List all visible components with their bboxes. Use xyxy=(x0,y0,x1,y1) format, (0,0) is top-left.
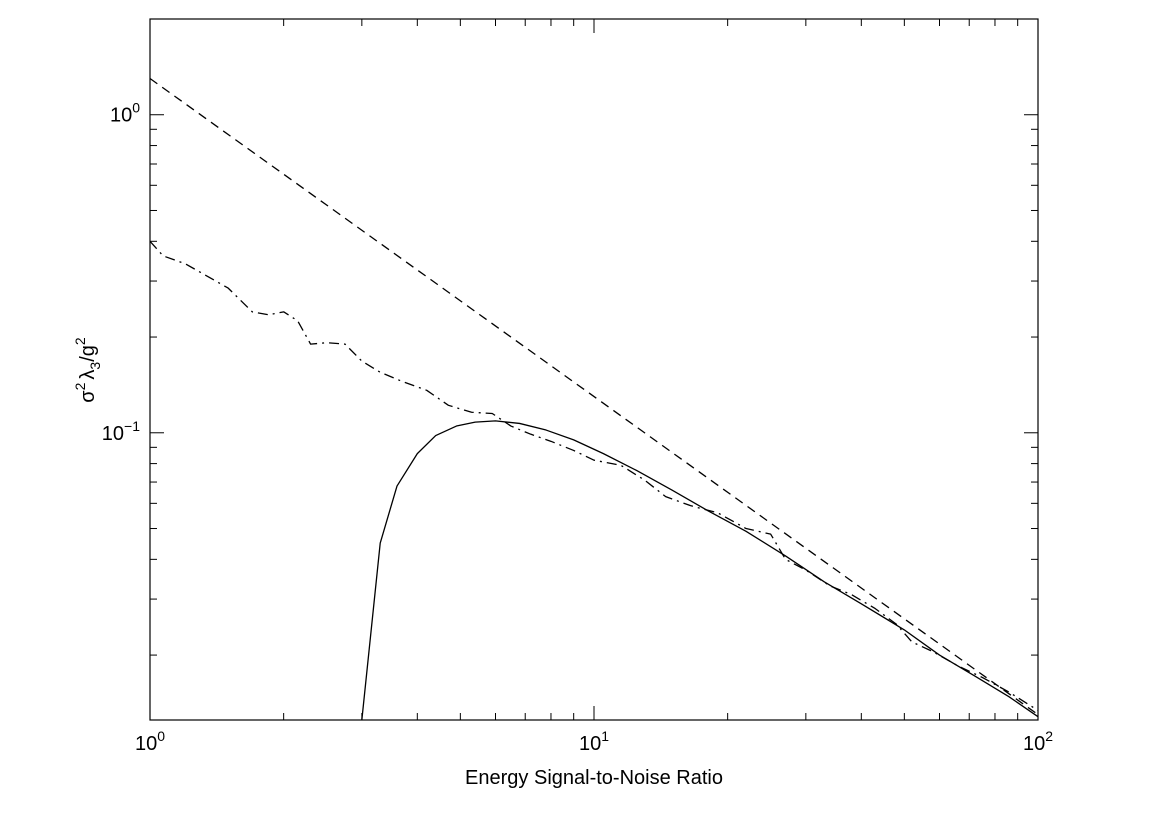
plot-frame xyxy=(149,18,1039,721)
axis-ticks xyxy=(149,18,1039,720)
x-axis-label: Energy Signal-to-Noise Ratio xyxy=(465,767,723,789)
series-layer xyxy=(150,77,1038,720)
y-axis-label: σ2λ3/g2 xyxy=(72,337,103,403)
series-dashed-line xyxy=(150,77,1038,716)
x-tick-label: 102 xyxy=(1023,728,1053,755)
series-dash-dot-line xyxy=(150,240,1038,711)
y-label-lambda: λ xyxy=(77,370,99,380)
x-tick-label: 101 xyxy=(579,728,609,755)
x-tick-label: 100 xyxy=(135,728,165,755)
y-label-sup2: 2 xyxy=(72,337,88,345)
y-label-sup1: 2 xyxy=(72,382,88,390)
y-tick-label: 10−1 xyxy=(102,418,140,445)
series-solid-line xyxy=(361,420,1038,720)
tick-labels: 100 101 102 10−1 100 xyxy=(102,100,1053,755)
y-label-sigma: σ xyxy=(77,390,99,403)
y-tick-label: 100 xyxy=(110,100,140,127)
y-label-rest: /g xyxy=(77,345,99,362)
y-label-sub: 3 xyxy=(87,362,103,370)
